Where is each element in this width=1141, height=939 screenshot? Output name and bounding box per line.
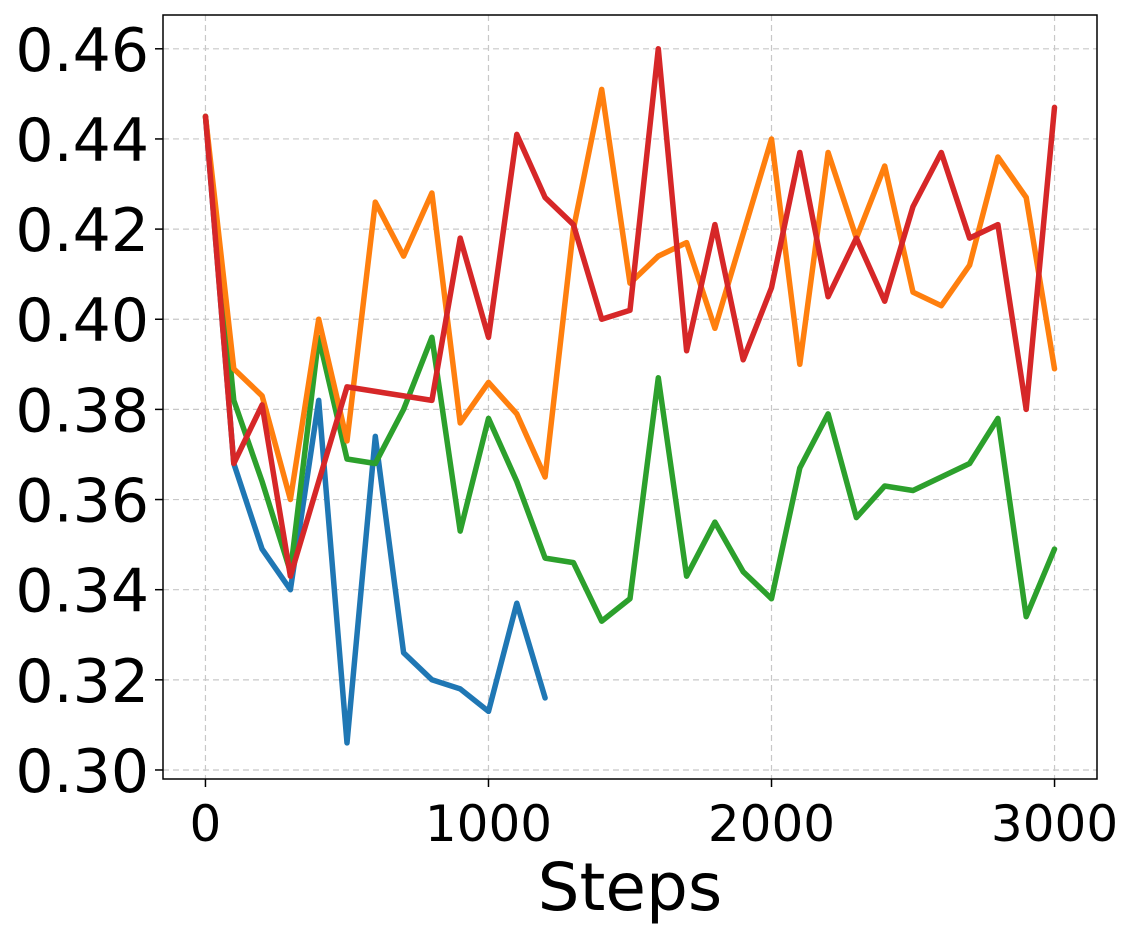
y-tick-label: 0.32 [15,647,149,717]
x-tick-label: 0 [190,795,222,853]
y-tick-label: 0.46 [15,16,149,86]
y-tick-label: 0.42 [15,196,149,266]
series-lines [202,46,1058,746]
y-tick-label: 0.38 [15,376,149,446]
y-tick-label: 0.44 [15,106,149,176]
series-line-1 [202,113,548,746]
x-tick-label: 1000 [425,795,552,853]
y-tick-label: 0.34 [15,557,149,627]
y-tick-label: 0.36 [15,467,149,537]
series-line-2 [202,113,1058,624]
y-tick-label: 0.40 [15,286,149,356]
y-tick-label: 0.30 [15,737,149,807]
plot-frame [162,14,1098,780]
x-tick-label: 2000 [708,795,835,853]
x-tick-label: 3000 [991,795,1118,853]
series-line-4 [202,46,1058,579]
series-line-3 [202,86,1058,503]
grid-lines [163,15,1097,779]
axis-ticks: 0.30 0.32 0.34 0.36 0.38 0.40 0.42 0.44 0.46 0 100… [15,16,1118,853]
x-axis-label: Steps [538,849,723,926]
